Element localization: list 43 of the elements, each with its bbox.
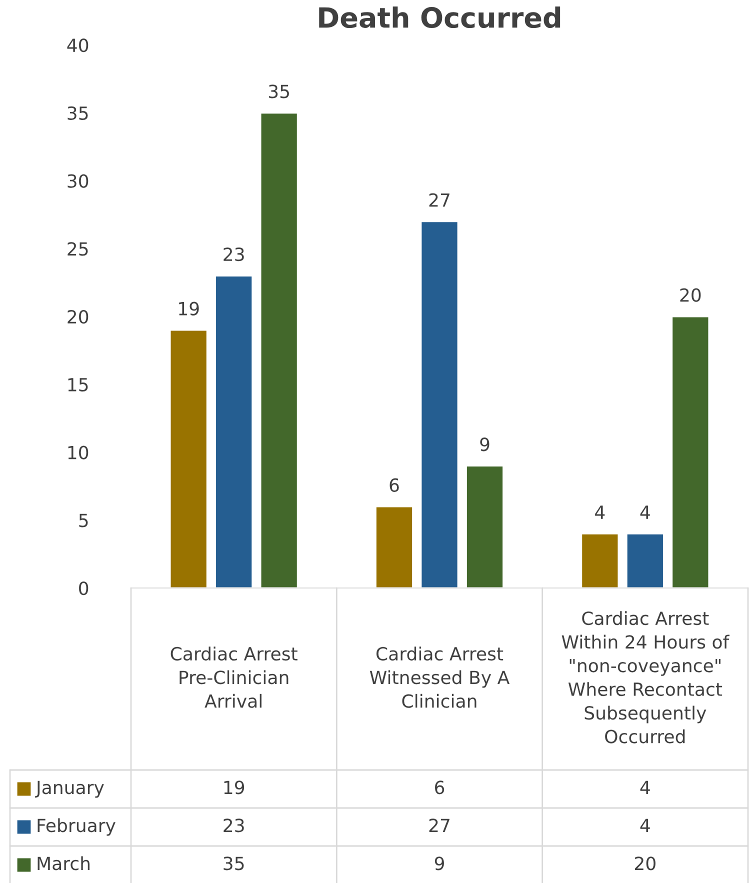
data-label: 4: [595, 506, 605, 519]
bar: [214, 275, 254, 588]
text: 35: [224, 856, 244, 870]
data-label: 4: [640, 506, 650, 519]
y-tick-label: 0: [79, 581, 88, 596]
chart-title: Death Occurred: [319, 6, 560, 28]
text: 23: [224, 818, 244, 832]
text: 9: [434, 856, 444, 870]
y-tick-label: 40: [67, 38, 88, 52]
text: 19: [224, 780, 244, 794]
legend-label: March: [38, 856, 90, 870]
bar: [260, 112, 298, 588]
bar: [375, 506, 414, 588]
data-label: 9: [480, 438, 490, 452]
data-label: 19: [179, 302, 199, 316]
data-label: 20: [680, 288, 701, 302]
bar: [671, 316, 710, 588]
y-tick-label: 15: [68, 378, 88, 392]
x-tick-label: Cardiac Arrest Within 24 Hours of "non-coveyance" Where Recontact Subsequently Occurred: [562, 611, 730, 744]
bar: [169, 329, 208, 588]
x-tick-label: Cardiac Arrest Witnessed By A Clinician: [370, 646, 510, 708]
bar: [626, 533, 664, 588]
text: 20: [635, 856, 656, 870]
y-tick-label: 30: [68, 174, 88, 188]
bar: [420, 220, 459, 588]
bar: [580, 533, 620, 588]
bar: [466, 465, 504, 588]
y-tick-label: 5: [79, 514, 88, 528]
text: 4: [640, 818, 650, 832]
y-tick-label: 25: [68, 242, 88, 256]
text: 4: [640, 780, 650, 794]
text: 6: [435, 780, 444, 794]
legend-label: February: [38, 818, 116, 836]
data-label: 27: [429, 193, 450, 207]
legend-label: January: [35, 780, 104, 798]
y-tick-label: 35: [68, 106, 88, 120]
x-tick-label: Cardiac Arrest Pre-Clinician Arrival: [170, 646, 298, 708]
data-label: 35: [268, 84, 289, 98]
y-tick-label: 10: [68, 446, 88, 460]
y-tick-label: 20: [68, 310, 88, 324]
data-label: 23: [224, 248, 244, 262]
data-label: 6: [390, 478, 399, 492]
text: 27: [429, 818, 450, 832]
